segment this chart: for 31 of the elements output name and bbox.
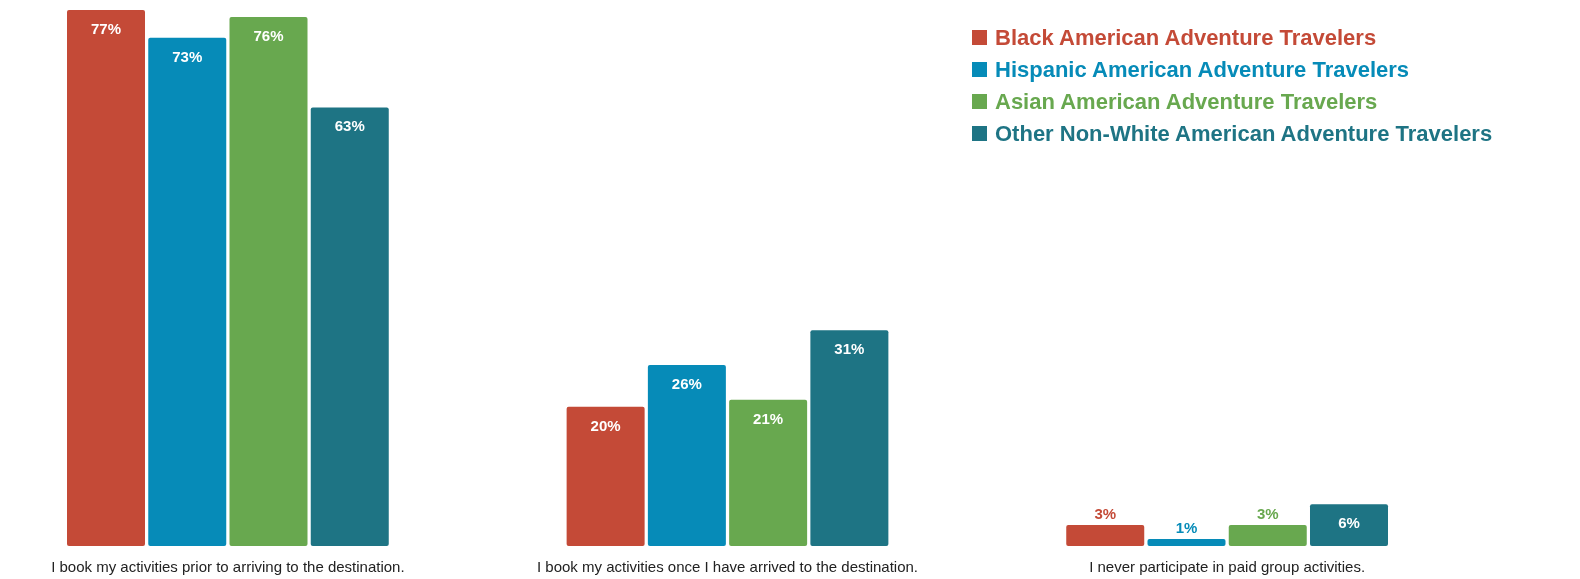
- data-label: 31%: [834, 340, 865, 358]
- legend-label: Other Non-White American Adventure Travelers: [995, 121, 1493, 146]
- data-label: 6%: [1338, 514, 1360, 532]
- data-label: 26%: [671, 375, 702, 393]
- legend-label: Hispanic American Adventure Travelers: [995, 57, 1410, 82]
- bar: [148, 37, 227, 546]
- data-label: 1%: [1175, 519, 1198, 537]
- bar: [1147, 539, 1226, 546]
- data-label: 21%: [753, 409, 784, 427]
- data-label: 3%: [1256, 505, 1279, 523]
- bar: [67, 10, 145, 546]
- data-label: 76%: [253, 26, 284, 44]
- data-label: 77%: [90, 20, 122, 37]
- x-tick-label: I book my activities prior to arriving to the destination.: [51, 558, 405, 575]
- bar: [729, 399, 808, 546]
- data-label: 73%: [172, 47, 203, 65]
- bar: [810, 330, 889, 546]
- data-label: 20%: [590, 416, 621, 434]
- x-tick-label: I never participate in paid group activities.: [1089, 558, 1366, 575]
- bar: [310, 107, 389, 546]
- bar: [229, 16, 308, 546]
- data-label: 3%: [1094, 505, 1117, 523]
- bar: [1228, 525, 1307, 546]
- legend-label: Asian American Adventure Travelers: [995, 89, 1378, 114]
- legend-label: Black American Adventure Travelers: [995, 25, 1377, 50]
- bar: [647, 365, 726, 546]
- x-tick-label: I book my activities once I have arrived to the destination.: [536, 558, 919, 575]
- data-label: 63%: [334, 117, 365, 135]
- bar: [1066, 525, 1145, 546]
- bar: [1310, 504, 1388, 546]
- bar: [566, 406, 645, 546]
